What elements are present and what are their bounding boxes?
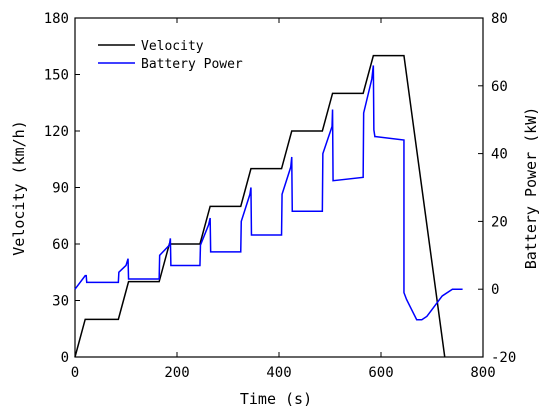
x-tick-label: 400 <box>266 365 291 381</box>
x-tick-label: 600 <box>368 365 393 381</box>
x-tick-label: 0 <box>71 365 79 381</box>
x-axis-title: Time (s) <box>240 390 312 408</box>
axes <box>74 17 484 358</box>
y-tick-label-left: 30 <box>52 294 69 310</box>
y-tick-label-right: 60 <box>491 79 508 95</box>
y-tick-label-left: 120 <box>44 124 69 140</box>
series-line-battery-power <box>74 65 463 321</box>
y-axis-title-right: Battery Power (kW) <box>522 107 540 270</box>
y-axis-title-left: Velocity (km/h) <box>10 120 28 255</box>
series-layer <box>74 54 463 358</box>
y-tick-label-right: 80 <box>491 11 508 27</box>
series-line-velocity <box>74 54 446 358</box>
legend: Velocity Battery Power <box>98 39 243 72</box>
tick-labels: 0 200 400 600 800 0 30 60 90 120 150 180 -20 0 20 40 60 8… <box>44 11 517 381</box>
x-tick-label: 200 <box>164 365 189 381</box>
x-tick-label: 800 <box>470 365 495 381</box>
y-tick-label-left: 60 <box>52 237 69 253</box>
y-tick-label-right: 0 <box>491 282 499 298</box>
y-tick-label-left: 150 <box>44 68 69 84</box>
y-tick-label-right: 40 <box>491 147 508 163</box>
legend-label-velocity: Velocity <box>141 39 204 54</box>
y-tick-label-right: -20 <box>491 350 516 366</box>
y-tick-label-left: 90 <box>52 181 69 197</box>
y-tick-label-left: 180 <box>44 11 69 27</box>
y-tick-label-right: 20 <box>491 214 508 230</box>
legend-label-battery-power: Battery Power <box>141 57 243 72</box>
y-tick-label-left: 0 <box>61 350 69 366</box>
